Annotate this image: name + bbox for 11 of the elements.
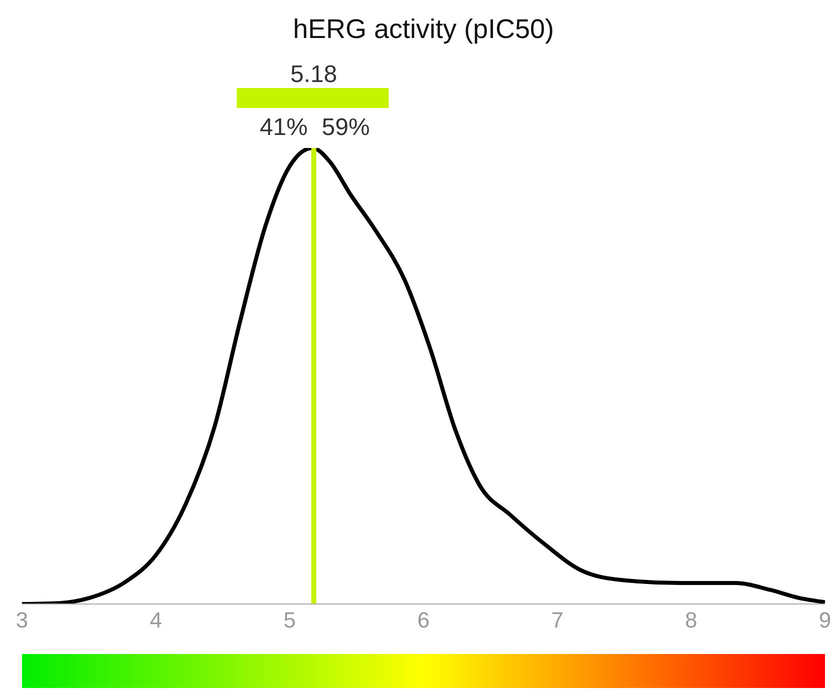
x-tick-label: 3 <box>16 608 28 633</box>
x-tick-label: 8 <box>685 608 698 633</box>
x-tick-label: 9 <box>818 608 832 633</box>
ref-line-label: 5.18 <box>290 61 338 88</box>
x-tick-label: 4 <box>150 608 162 633</box>
chart-title: hERG activity (pIC50) <box>292 14 556 45</box>
x-tick-label: 5 <box>284 608 296 633</box>
text: 59% <box>322 114 370 141</box>
text: 41% <box>260 114 308 141</box>
x-tick-label: 6 <box>417 608 430 633</box>
x-tick-label: 7 <box>551 608 564 633</box>
